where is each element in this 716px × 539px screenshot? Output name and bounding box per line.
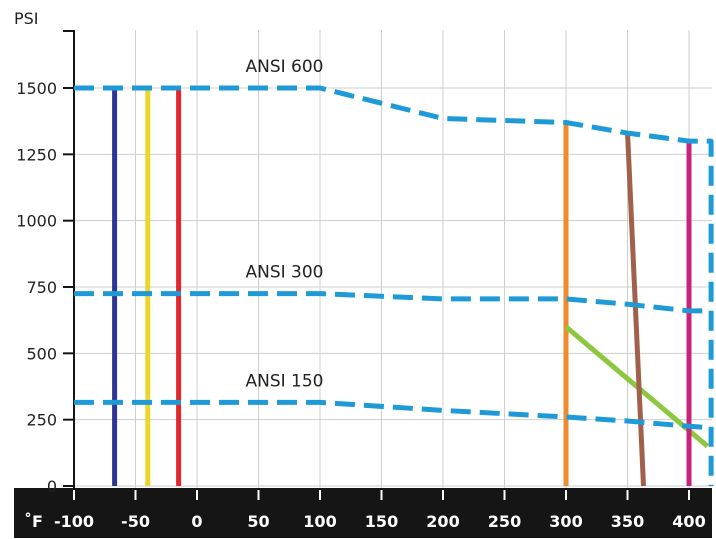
y-tick-label: 250	[26, 411, 57, 430]
y-ticks: 0 250 500 750 1000 1250 1500	[16, 30, 74, 496]
x-tick-label: 250	[488, 512, 521, 531]
rating-line	[74, 399, 712, 431]
series-labels: ANSI 600 ANSI 300 ANSI 150	[246, 57, 324, 391]
x-tick-label: 50	[247, 512, 269, 531]
x-tick-label: 200	[426, 512, 459, 531]
x-tick-label: 0	[191, 512, 202, 531]
series-label: ANSI 600	[246, 57, 324, 77]
x-tick-label: 100	[303, 512, 336, 531]
limit-line	[625, 131, 646, 487]
x-tick-label: 300	[549, 512, 582, 531]
axes: PSI ˚F	[14, 9, 712, 538]
y-tick-label: 1000	[16, 212, 57, 231]
grid	[73, 30, 712, 488]
y-tick-label: 750	[26, 278, 57, 297]
rating-line	[74, 291, 712, 314]
y-tick-label: 1500	[16, 79, 57, 98]
x-tick-label: 400	[672, 512, 705, 531]
series-label: ANSI 150	[246, 371, 324, 391]
y-tick-label: 1250	[16, 145, 57, 164]
x-axis-band	[14, 488, 712, 538]
x-ticks: -100 -50 0 50 100 150 200 250 300 350 400	[54, 490, 706, 531]
y-tick-label: 0	[47, 477, 57, 496]
x-tick-label: 150	[365, 512, 398, 531]
x-tick-label: -100	[54, 512, 94, 531]
rating-line	[74, 85, 714, 486]
y-axis-title: PSI	[14, 9, 39, 28]
x-tick-label: 350	[611, 512, 644, 531]
x-axis-title: ˚F	[24, 512, 43, 531]
y-tick-label: 500	[26, 344, 57, 363]
series-layer	[74, 85, 714, 487]
x-tick-label: -50	[121, 512, 150, 531]
series-label: ANSI 300	[246, 263, 324, 283]
